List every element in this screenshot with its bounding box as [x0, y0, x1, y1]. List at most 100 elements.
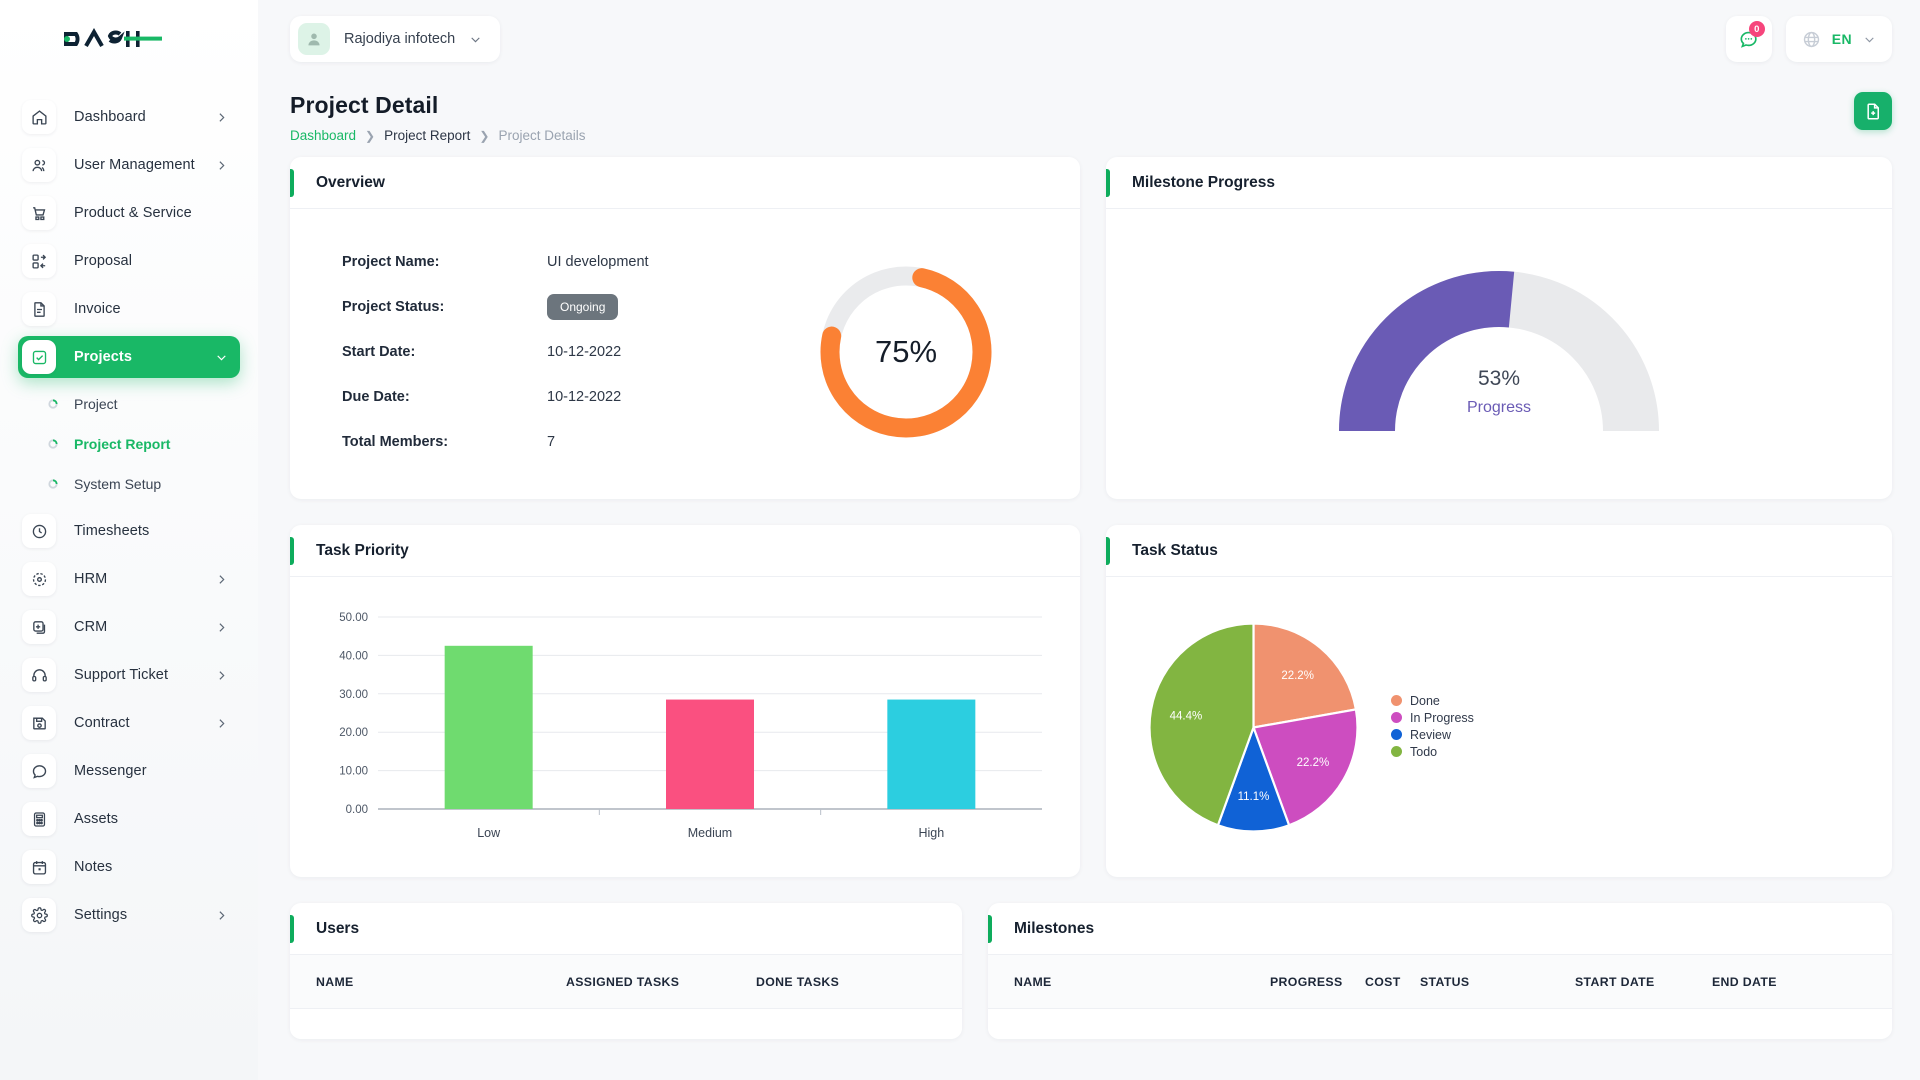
messages-button[interactable]: 0 — [1725, 16, 1772, 62]
sidebar-item-product-service[interactable]: Product & Service — [18, 192, 240, 234]
language-label: EN — [1831, 31, 1852, 47]
sidebar-item-contract[interactable]: Contract — [18, 702, 240, 744]
column-header-name[interactable]: NAME — [1014, 974, 1052, 989]
sidebar-item-notes[interactable]: Notes — [18, 846, 240, 888]
org-name-label: Rajodiya infotech — [344, 31, 456, 47]
column-header-start-date[interactable]: START DATE — [1575, 974, 1655, 989]
sidebar-item-label: Timesheets — [74, 523, 150, 539]
breadcrumb: Dashboard ❯ Project Report ❯ Project Det… — [290, 128, 586, 143]
export-document-button[interactable] — [1854, 92, 1892, 130]
legend-label: In Progress — [1410, 710, 1474, 725]
page-title: Project Detail — [290, 92, 439, 118]
document-icon — [22, 292, 56, 326]
document-plus-icon — [1866, 102, 1879, 120]
row-tables: Users NAME ASSIGNED TASKS DONE TASKS Mil… — [290, 903, 1892, 1039]
logo[interactable] — [0, 0, 258, 78]
sidebar-item-crm[interactable]: CRM — [18, 606, 240, 648]
breadcrumb-project-report[interactable]: Project Report — [384, 128, 471, 143]
column-header-assigned-tasks[interactable]: ASSIGNED TASKS — [566, 974, 680, 989]
calendar-icon — [22, 850, 56, 884]
sidebar-item-label: Assets — [74, 811, 119, 827]
sidebar-item-invoice[interactable]: Invoice — [18, 288, 240, 330]
overview-field-project-name: Project Name: UI development — [342, 239, 762, 284]
message-count-badge: 0 — [1748, 21, 1765, 37]
sidebar: Dashboard User Management — [0, 0, 258, 1080]
row-priority-status: Task Priority 0.00 10.00 20.00 30.00 40.00 50… — [290, 525, 1892, 877]
sidebar-item-label: HRM — [74, 571, 108, 587]
chevron-right-icon: ❯ — [479, 128, 490, 143]
sidebar-item-label: CRM — [74, 619, 108, 635]
page-title-block: Project Detail Dashboard ❯ Project Repor… — [290, 92, 586, 143]
language-selector[interactable]: EN — [1785, 16, 1892, 62]
sidebar-subitem-project-report[interactable]: Project Report — [0, 424, 258, 464]
field-label: Total Members: — [342, 433, 449, 450]
field-value: 7 — [547, 433, 556, 450]
sidebar-item-support-ticket[interactable]: Support Ticket — [18, 654, 240, 696]
org-switcher[interactable]: Rajodiya infotech — [290, 16, 501, 62]
task-priority-bar-chart: 0.00 10.00 20.00 30.00 40.00 50.00 Low Medium Hi… — [290, 577, 1080, 877]
sidebar-item-settings[interactable]: Settings — [18, 894, 240, 936]
column-header-name[interactable]: NAME — [316, 974, 354, 989]
dashboard-grid: Overview Project Name: UI development Pr… — [258, 143, 1920, 1039]
legend-item[interactable]: Review — [1391, 727, 1474, 742]
field-value: 10-12-2022 — [547, 343, 622, 360]
sidebar-item-user-management[interactable]: User Management — [18, 144, 240, 186]
task-priority-card: Task Priority 0.00 10.00 20.00 30.00 40.00 50… — [290, 525, 1080, 877]
legend-color-swatch — [1391, 712, 1402, 723]
legend-item[interactable]: Todo — [1391, 744, 1474, 759]
main-area: Rajodiya infotech 0 EN — [258, 0, 1920, 1080]
row-overview-milestone: Overview Project Name: UI development Pr… — [290, 157, 1892, 499]
sidebar-item-proposal[interactable]: Proposal — [18, 240, 240, 282]
task-status-card: Task Status 22.2% 22.2% 11.1% 44.4% Done In … — [1106, 525, 1892, 877]
legend-item[interactable]: Done — [1391, 693, 1474, 708]
overview-fields: Project Name: UI development Project Sta… — [342, 239, 762, 464]
svg-text:11.1%: 11.1% — [1238, 791, 1270, 803]
overview-field-start-date: Start Date: 10-12-2022 — [342, 329, 762, 374]
legend-item[interactable]: In Progress — [1391, 710, 1474, 725]
column-header-done-tasks[interactable]: DONE TASKS — [756, 974, 840, 989]
donut-center-label: 75% — [874, 333, 938, 369]
sidebar-item-label: Projects — [74, 349, 133, 365]
sidebar-subitem-system-setup[interactable]: System Setup — [0, 464, 258, 504]
gear-icon — [22, 898, 56, 932]
overview-card: Overview Project Name: UI development Pr… — [290, 157, 1080, 499]
task-priority-card-header: Task Priority — [290, 525, 1080, 577]
svg-text:Low: Low — [477, 826, 501, 840]
users-table-header-row: NAME ASSIGNED TASKS DONE TASKS — [290, 955, 962, 1009]
svg-text:30.00: 30.00 — [339, 689, 368, 701]
gauge-value-label: 53% — [1477, 367, 1521, 390]
sidebar-item-label: Proposal — [74, 253, 133, 269]
column-header-status[interactable]: STATUS — [1420, 974, 1470, 989]
sidebar-item-messenger[interactable]: Messenger — [18, 750, 240, 792]
chevron-right-icon — [215, 159, 228, 172]
overview-field-project-status: Project Status: Ongoing — [342, 284, 762, 329]
check-square-icon — [22, 340, 56, 374]
message-icon — [22, 754, 56, 788]
circle-dot-icon — [48, 399, 58, 409]
sidebar-item-hrm[interactable]: HRM — [18, 558, 240, 600]
page-header: Project Detail Dashboard ❯ Project Repor… — [258, 78, 1920, 143]
save-icon — [22, 706, 56, 740]
milestone-progress-card: Milestone Progress 53% Progress — [1106, 157, 1892, 499]
sidebar-item-assets[interactable]: Assets — [18, 798, 240, 840]
column-header-end-date[interactable]: END DATE — [1712, 974, 1777, 989]
svg-text:22.2%: 22.2% — [1297, 756, 1330, 768]
sidebar-nav: Dashboard User Management — [0, 78, 258, 936]
overview-body: Project Name: UI development Project Sta… — [290, 209, 1080, 488]
sidebar-item-timesheets[interactable]: Timesheets — [18, 510, 240, 552]
topbar-actions: 0 EN — [1725, 16, 1892, 62]
sidebar-item-projects[interactable]: Projects — [18, 336, 240, 378]
sidebar-item-dashboard[interactable]: Dashboard — [18, 96, 240, 138]
breadcrumb-dashboard[interactable]: Dashboard — [290, 128, 357, 143]
card-title: Task Status — [1132, 541, 1218, 559]
hrm-icon — [22, 562, 56, 596]
column-header-cost[interactable]: COST — [1365, 974, 1401, 989]
sidebar-subitem-project[interactable]: Project — [0, 384, 258, 424]
milestone-gauge-chart: 53% Progress — [1106, 209, 1892, 499]
column-header-progress[interactable]: PROGRESS — [1270, 974, 1343, 989]
sidebar-item-label: Product & Service — [74, 205, 192, 221]
overview-field-due-date: Due Date: 10-12-2022 — [342, 374, 762, 419]
pie-legend: Done In Progress Review Todo — [1391, 693, 1474, 761]
topbar: Rajodiya infotech 0 EN — [258, 0, 1920, 78]
circle-dot-icon — [48, 479, 58, 489]
